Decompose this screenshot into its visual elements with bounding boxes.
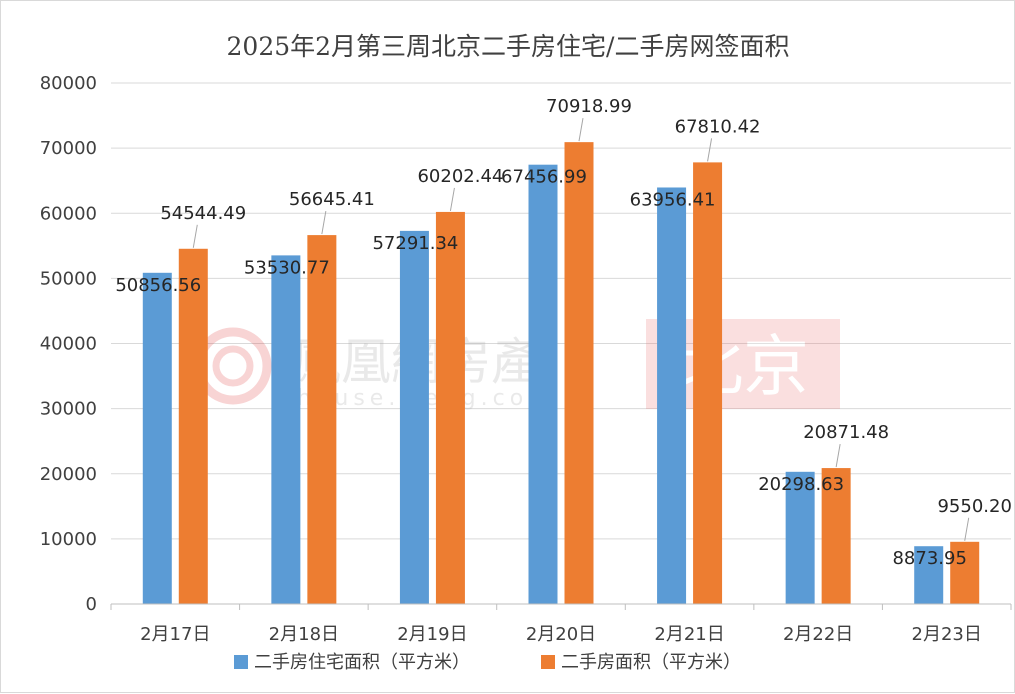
data-label-total: 67810.42 <box>675 116 761 137</box>
data-label-residential: 57291.34 <box>372 233 458 254</box>
y-tick-label: 70000 <box>40 138 97 159</box>
legend-label-residential: 二手房住宅面积（平方米） <box>254 652 470 673</box>
x-tick-label: 2月17日 <box>140 624 210 645</box>
leader-line <box>192 224 198 248</box>
leader-line <box>835 443 841 468</box>
bar-total <box>693 162 723 604</box>
axes: 0 10000 20000 30000 40000 50000 60000 70000 8000… <box>40 73 1012 645</box>
y-tick-label: 50000 <box>40 268 97 289</box>
data-label-total: 60202.44 <box>417 166 503 187</box>
gridlines <box>111 82 1011 540</box>
y-tick-label: 40000 <box>40 334 97 355</box>
bar-residential <box>271 255 301 604</box>
leader-line <box>707 138 713 162</box>
bar-residential <box>657 187 687 604</box>
bar-total <box>950 541 980 604</box>
x-tick-label: 2月19日 <box>397 624 467 645</box>
data-label-residential: 8873.95 <box>892 548 966 569</box>
y-tick-label: 80000 <box>40 73 97 94</box>
x-tick-label: 2月20日 <box>526 624 596 645</box>
leader-line <box>964 517 970 541</box>
data-labels: 50856.56 54544.49 53530.77 56645.41 57291.34… <box>115 96 1012 569</box>
bars <box>142 142 980 605</box>
bar-total <box>307 235 337 604</box>
x-tick-label: 2月18日 <box>269 624 339 645</box>
bar-residential <box>528 164 558 605</box>
ifeng-logo-icon <box>194 327 272 405</box>
data-label-total: 9550.20 <box>937 496 1011 517</box>
data-label-residential: 50856.56 <box>115 275 201 296</box>
x-tick-label: 2月22日 <box>783 624 853 645</box>
data-label-total: 54544.49 <box>160 203 246 224</box>
bar-total <box>821 468 851 604</box>
x-tick-label: 2月21日 <box>654 624 724 645</box>
bar-residential <box>399 230 429 605</box>
leader-line <box>449 187 455 212</box>
x-tick-label: 2月23日 <box>912 624 982 645</box>
bar-residential <box>142 272 172 604</box>
legend-swatch-residential <box>234 655 248 669</box>
bar-residential <box>914 546 944 604</box>
y-tick-label: 10000 <box>40 529 97 550</box>
data-label-residential: 53530.77 <box>244 257 330 278</box>
leader-line <box>578 118 584 142</box>
legend: 二手房住宅面积（平方米） 二手房面积（平方米） <box>234 652 741 673</box>
data-label-total: 70918.99 <box>546 96 632 117</box>
chart-title: 2025年2月第三周北京二手房住宅/二手房网签面积 <box>227 32 790 61</box>
leader-line <box>321 211 327 235</box>
data-label-residential: 63956.41 <box>630 189 716 210</box>
data-label-residential: 67456.99 <box>501 167 587 188</box>
legend-swatch-total <box>541 655 555 669</box>
y-tick-label: 60000 <box>40 203 97 224</box>
legend-label-total: 二手房面积（平方米） <box>561 652 741 673</box>
bar-total <box>178 248 208 605</box>
data-label-total: 20871.48 <box>803 422 889 443</box>
y-tick-label: 30000 <box>40 399 97 420</box>
y-tick-label: 0 <box>86 594 97 615</box>
bar-total <box>435 211 465 604</box>
bar-total <box>564 142 594 604</box>
data-label-residential: 20298.63 <box>758 474 844 495</box>
y-tick-label: 20000 <box>40 464 97 485</box>
bar-residential <box>785 471 815 604</box>
data-label-total: 56645.41 <box>289 189 375 210</box>
